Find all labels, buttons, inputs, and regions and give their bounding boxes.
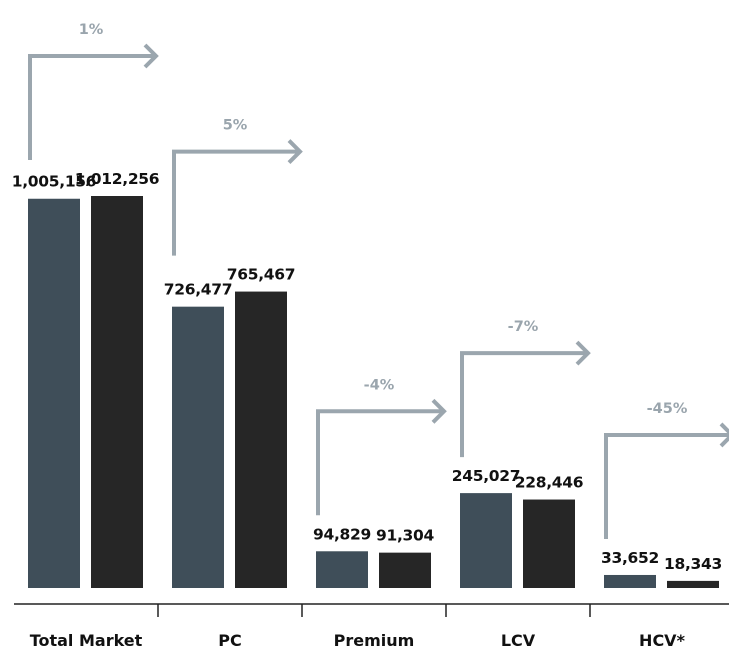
value-label-0-series-2: 1,012,256 <box>75 170 160 188</box>
bar-3-series-2 <box>523 499 575 588</box>
change-arrow-0: 1% <box>28 22 159 160</box>
bar-1-series-1 <box>172 306 224 588</box>
change-arrow-4: -45% <box>604 401 729 539</box>
change-label-0: 1% <box>79 22 104 38</box>
value-label-3-series-2: 228,446 <box>515 474 584 492</box>
category-label-2: Premium <box>334 631 415 650</box>
change-label-1: 5% <box>223 118 248 134</box>
bars <box>28 196 719 588</box>
bar-2-series-1 <box>316 551 368 588</box>
change-arrow-2: -4% <box>316 377 447 516</box>
change-arrow-1: 5% <box>172 118 303 256</box>
change-arrows: 1% 5% -4% -7% -45% <box>28 22 729 539</box>
change-label-3: -7% <box>508 319 539 335</box>
category-label-1: PC <box>218 631 241 650</box>
category-label-3: LCV <box>501 631 536 650</box>
bar-1-series-2 <box>235 291 287 588</box>
value-label-4-series-1: 33,652 <box>601 549 659 567</box>
change-label-2: -4% <box>364 377 395 393</box>
bar-3-series-1 <box>460 493 512 588</box>
value-label-1-series-1: 726,477 <box>164 281 233 299</box>
value-label-4-series-2: 18,343 <box>664 555 722 573</box>
x-axis: Total Market PC Premium LCV HCV* <box>14 603 729 650</box>
value-label-2-series-1: 94,829 <box>313 525 371 543</box>
value-label-1-series-2: 765,467 <box>227 266 296 284</box>
category-label-0: Total Market <box>30 631 143 650</box>
change-label-4: -45% <box>647 401 688 417</box>
bar-0-series-2 <box>91 196 143 588</box>
change-arrow-3: -7% <box>460 319 591 458</box>
bar-4-series-2 <box>667 580 719 588</box>
bar-4-series-1 <box>604 574 656 588</box>
value-label-3-series-1: 245,027 <box>452 467 521 485</box>
value-label-2-series-2: 91,304 <box>376 527 435 545</box>
category-label-4: HCV* <box>639 631 686 650</box>
bar-0-series-1 <box>28 198 80 588</box>
bar-2-series-2 <box>379 552 431 588</box>
value-label-0-series-1: 1,005,156 <box>12 173 97 191</box>
